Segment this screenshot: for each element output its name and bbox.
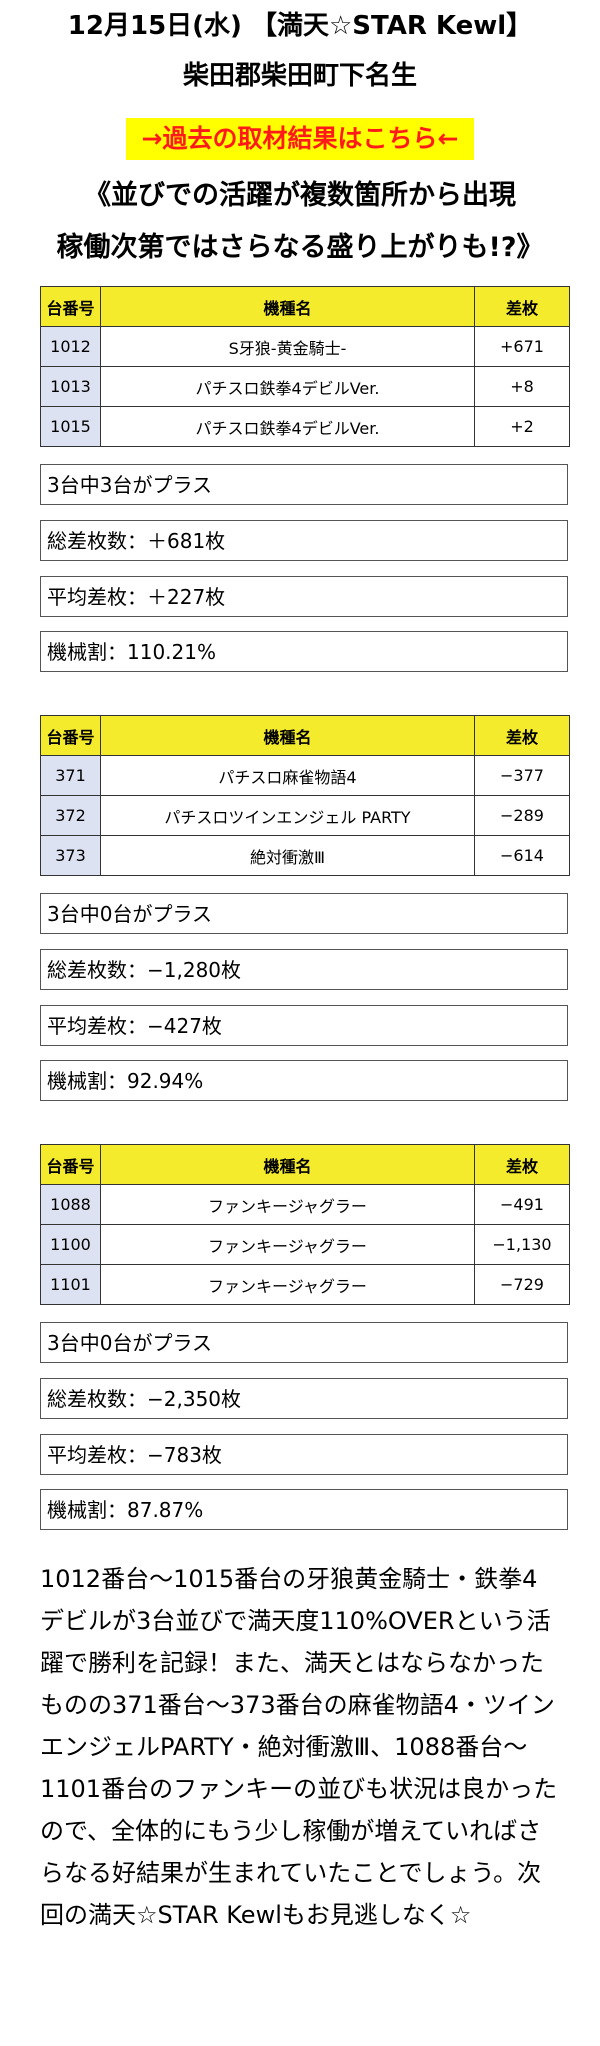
past-results-link-wrap: →過去の取材結果はこちら← (0, 118, 600, 160)
column-header-number: 台番号 (40, 1144, 101, 1185)
coin-diff: −289 (474, 795, 570, 836)
machine-name: パチスロ鉄拳4デビルVer. (100, 406, 475, 447)
machine-number: 1100 (40, 1224, 101, 1265)
coin-diff: +2 (474, 406, 570, 447)
machine-name: パチスロ鉄拳4デビルVer. (100, 366, 475, 407)
machine-number: 1013 (40, 366, 101, 407)
results-table-2: 台番号 機種名 差枚 371 パチスロ麻雀物語4 −377 372 パチスロツイ… (40, 715, 570, 876)
summary-total-diff: 総差枚数：−1,280枚 (40, 949, 568, 990)
summary-payout-rate: 機械割：92.94% (40, 1060, 568, 1101)
table-row: 1015 パチスロ鉄拳4デビルVer. +2 (40, 406, 570, 447)
summary-average-diff: 平均差枚：−783枚 (40, 1434, 568, 1475)
column-header-number: 台番号 (40, 715, 101, 756)
column-header-diff: 差枚 (474, 286, 570, 327)
column-header-number: 台番号 (40, 286, 101, 327)
table-row: 1101 ファンキージャグラー −729 (40, 1264, 570, 1305)
results-table-3: 台番号 機種名 差枚 1088 ファンキージャグラー −491 1100 ファン… (40, 1144, 570, 1305)
coin-diff: −1,130 (474, 1224, 570, 1265)
lead-line-1: 《並びでの活躍が複数箇所から出現 (84, 180, 516, 211)
table-row: 1100 ファンキージャグラー −1,130 (40, 1224, 570, 1265)
table-header-row: 台番号 機種名 差枚 (40, 715, 570, 756)
table-row: 371 パチスロ麻雀物語4 −377 (40, 755, 570, 796)
column-header-machine: 機種名 (100, 1144, 475, 1185)
machine-number: 1015 (40, 406, 101, 447)
summary-plus-count: 3台中3台がプラス (40, 464, 568, 505)
summary-total-diff: 総差枚数：＋681枚 (40, 520, 568, 561)
summary-total-diff: 総差枚数：−2,350枚 (40, 1378, 568, 1419)
machine-name: ファンキージャグラー (100, 1224, 475, 1265)
article-body: 1012番台〜1015番台の牙狼黄金騎士・鉄拳4デビルが3台並びで満天度110%… (40, 1565, 558, 1929)
table-row: 1012 S牙狼-黄金騎士- +671 (40, 326, 570, 367)
machine-number: 371 (40, 755, 101, 796)
machine-name: ファンキージャグラー (100, 1184, 475, 1225)
table-header-row: 台番号 機種名 差枚 (40, 1144, 570, 1185)
table-row: 372 パチスロツインエンジェル PARTY −289 (40, 795, 570, 836)
machine-number: 1101 (40, 1264, 101, 1305)
coin-diff: +8 (474, 366, 570, 407)
summary-plus-count: 3台中0台がプラス (40, 1322, 568, 1363)
machine-name: ファンキージャグラー (100, 1264, 475, 1305)
coin-diff: −377 (474, 755, 570, 796)
table-row: 1013 パチスロ鉄拳4デビルVer. +8 (40, 366, 570, 407)
machine-number: 372 (40, 795, 101, 836)
column-header-diff: 差枚 (474, 715, 570, 756)
column-header-diff: 差枚 (474, 1144, 570, 1185)
column-header-machine: 機種名 (100, 286, 475, 327)
table-header-row: 台番号 機種名 差枚 (40, 286, 570, 327)
coin-diff: +671 (474, 326, 570, 367)
past-results-link[interactable]: →過去の取材結果はこちら← (125, 118, 475, 160)
summary-average-diff: 平均差枚：＋227枚 (40, 576, 568, 617)
machine-number: 373 (40, 835, 101, 876)
page-title: 12月15日(水) 【満天☆STAR Kewl】 (67, 11, 533, 41)
summary-payout-rate: 機械割：87.87% (40, 1489, 568, 1530)
machine-name: S牙狼-黄金騎士- (100, 326, 475, 367)
machine-name: パチスロツインエンジェル PARTY (100, 795, 475, 836)
coin-diff: −491 (474, 1184, 570, 1225)
summary-payout-rate: 機械割：110.21% (40, 631, 568, 672)
machine-name: パチスロ麻雀物語4 (100, 755, 475, 796)
table-row: 373 絶対衝激Ⅲ −614 (40, 835, 570, 876)
summary-plus-count: 3台中0台がプラス (40, 893, 568, 934)
results-table-1: 台番号 機種名 差枚 1012 S牙狼-黄金騎士- +671 1013 パチスロ… (40, 286, 570, 447)
coin-diff: −729 (474, 1264, 570, 1305)
lead-line-2: 稼働次第ではさらなる盛り上がりも!?》 (56, 232, 544, 263)
coin-diff: −614 (474, 835, 570, 876)
machine-name: 絶対衝激Ⅲ (100, 835, 475, 876)
column-header-machine: 機種名 (100, 715, 475, 756)
store-location: 柴田郡柴田町下名生 (182, 61, 417, 91)
machine-number: 1088 (40, 1184, 101, 1225)
machine-number: 1012 (40, 326, 101, 367)
summary-average-diff: 平均差枚：−427枚 (40, 1005, 568, 1046)
table-row: 1088 ファンキージャグラー −491 (40, 1184, 570, 1225)
